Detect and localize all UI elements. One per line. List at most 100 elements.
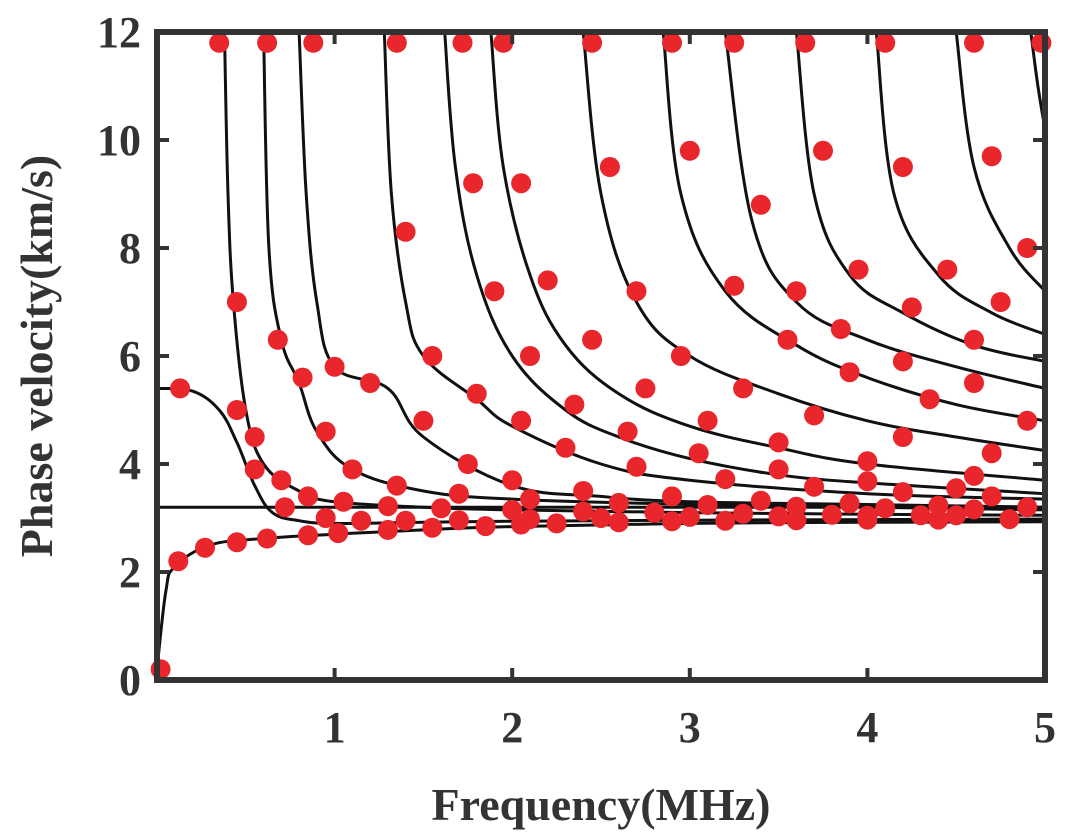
data-point <box>662 486 682 507</box>
data-point <box>520 346 540 366</box>
dispersion-curve-14 <box>954 31 1047 293</box>
data-point <box>821 504 842 525</box>
data-point <box>457 454 478 474</box>
data-point <box>777 329 798 350</box>
data-point <box>395 510 416 531</box>
data-point <box>750 490 771 511</box>
data-point <box>360 373 381 393</box>
data-point <box>520 489 540 510</box>
dispersion-curve-9 <box>581 31 1046 452</box>
data-point <box>990 292 1011 312</box>
y-tick-label: 10 <box>97 116 141 165</box>
data-point <box>662 511 682 532</box>
data-point <box>413 410 434 431</box>
data-point <box>768 432 789 453</box>
tick-layer <box>157 30 1047 682</box>
y-tick-label: 0 <box>119 656 141 705</box>
data-point <box>333 491 354 512</box>
data-point <box>724 32 745 53</box>
data-point <box>857 505 878 526</box>
data-point <box>892 482 913 503</box>
data-point <box>271 470 292 491</box>
data-point <box>395 221 416 242</box>
data-point <box>617 421 638 442</box>
dispersion-curve-13 <box>874 31 1046 336</box>
data-point <box>546 513 567 534</box>
data-point <box>573 501 594 522</box>
data-point <box>1017 238 1038 258</box>
data-point <box>342 459 363 480</box>
data-point <box>351 510 372 531</box>
data-point <box>377 496 398 517</box>
data-point <box>257 32 278 53</box>
data-point <box>170 378 191 399</box>
x-tick-label: 1 <box>324 703 346 752</box>
data-point <box>226 292 247 312</box>
y-tick-label: 6 <box>119 332 141 381</box>
data-point <box>195 537 215 558</box>
data-point <box>452 32 473 53</box>
curve-layer <box>155 31 1047 670</box>
dispersion-curve-11 <box>723 31 1046 390</box>
data-point <box>298 486 318 507</box>
data-point <box>608 492 629 513</box>
data-point <box>226 400 247 420</box>
data-point <box>697 410 718 431</box>
data-point <box>573 481 594 501</box>
y-tick-labels: 0 2 4 6 8 10 12 <box>97 8 141 705</box>
dispersion-curve-7 <box>443 31 1046 496</box>
data-point <box>582 32 603 53</box>
x-tick-label: 5 <box>1034 703 1056 752</box>
data-point <box>150 659 171 680</box>
data-point <box>750 194 771 215</box>
data-point <box>892 427 913 447</box>
data-point <box>946 505 967 526</box>
x-axis-title: Frequency(MHz) <box>432 779 771 830</box>
data-point <box>466 383 487 404</box>
data-point <box>892 351 913 372</box>
data-point <box>168 551 189 572</box>
data-point <box>377 519 398 540</box>
x-tick-label: 4 <box>856 703 878 752</box>
data-point <box>635 378 656 399</box>
data-point <box>679 506 700 527</box>
data-point <box>875 32 896 53</box>
data-point <box>910 505 931 526</box>
data-point <box>679 140 700 161</box>
data-point <box>298 525 318 546</box>
data-point <box>733 503 754 524</box>
data-point <box>244 459 265 480</box>
data-point <box>209 32 230 53</box>
y-tick-label: 12 <box>97 8 141 57</box>
data-point <box>257 528 278 549</box>
data-point <box>857 451 878 472</box>
data-point <box>315 421 336 442</box>
data-point <box>422 346 443 366</box>
data-point <box>964 465 984 486</box>
data-point <box>324 356 345 377</box>
x-tick-label: 2 <box>501 703 523 752</box>
data-point <box>274 497 295 518</box>
data-point <box>662 32 682 53</box>
data-point <box>848 259 869 280</box>
data-point <box>688 443 709 464</box>
data-point <box>502 470 523 491</box>
data-point <box>715 469 736 490</box>
y-tick-label: 4 <box>119 440 141 489</box>
data-point <box>303 32 324 53</box>
data-point <box>328 523 349 544</box>
data-point <box>928 509 949 530</box>
data-point <box>813 140 833 161</box>
data-point <box>892 157 913 177</box>
data-point <box>839 362 860 383</box>
data-point <box>830 319 851 339</box>
data-point <box>422 517 443 538</box>
data-point <box>1031 32 1052 53</box>
data-point <box>964 329 984 350</box>
data-point <box>981 486 1002 507</box>
data-point <box>564 394 585 415</box>
data-point <box>981 443 1002 464</box>
data-point <box>724 275 745 296</box>
data-point <box>502 499 523 520</box>
